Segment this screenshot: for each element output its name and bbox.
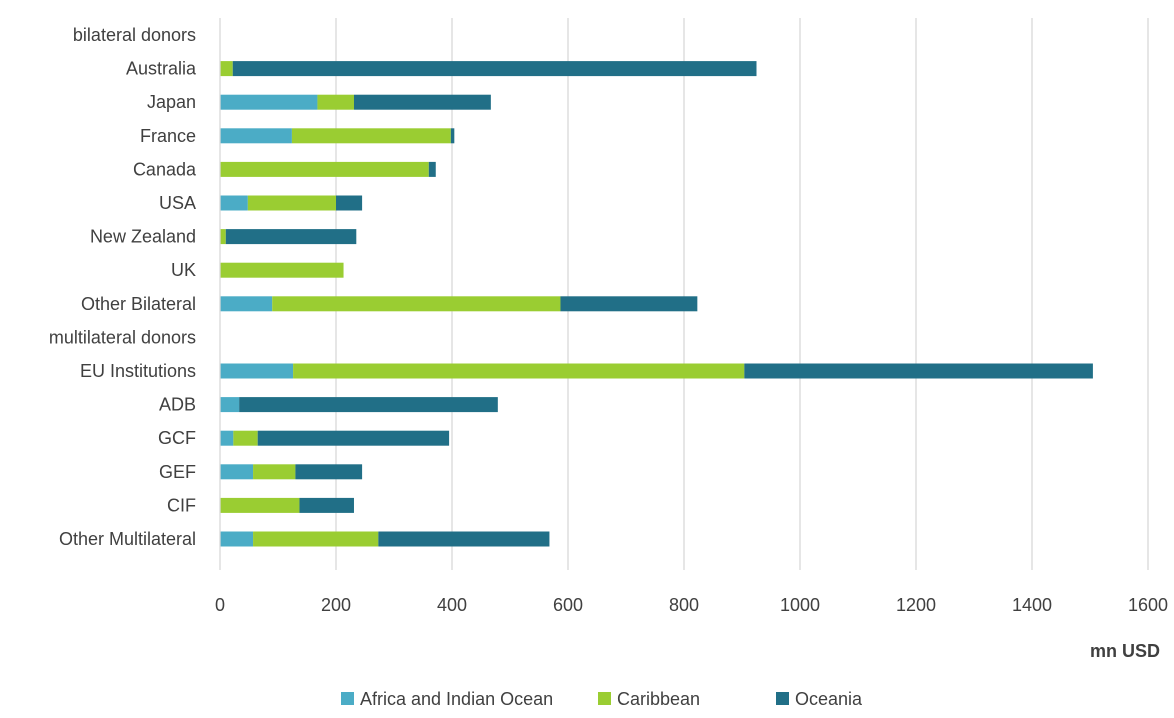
bar-gef-oceania xyxy=(295,464,363,480)
x-tick-label-1600: 1600 xyxy=(1128,595,1168,615)
bar-france-oceania xyxy=(450,128,455,144)
tick-labels: 0 200 400 600 800 1000 1200 1400 1600 xyxy=(215,595,1168,615)
category-label-multilateral-donors: multilateral donors xyxy=(49,327,196,347)
category-label-other-bilateral: Other Bilateral xyxy=(81,294,196,314)
bar-canada-caribbean xyxy=(220,161,429,177)
bar-uk-caribbean xyxy=(220,262,344,278)
category-label-other-multilateral: Other Multilateral xyxy=(59,529,196,549)
category-label-gcf: GCF xyxy=(158,428,196,448)
bar-cif-caribbean xyxy=(220,497,300,513)
category-label-australia: Australia xyxy=(126,59,197,79)
bar-other-bilateral-oceania xyxy=(560,296,698,312)
category-label-japan: Japan xyxy=(147,92,196,112)
gridlines xyxy=(335,18,1149,570)
bar-gef-caribbean xyxy=(253,464,296,480)
category-label-eu-institutions: EU Institutions xyxy=(80,361,196,381)
x-tick-label-0: 0 xyxy=(215,595,225,615)
legend-swatch-oceania xyxy=(776,692,789,705)
bar-eu-institutions-oceania xyxy=(744,363,1093,379)
bar-usa-caribbean xyxy=(247,195,336,211)
x-tick-label-1200: 1200 xyxy=(896,595,936,615)
bar-usa-africa-and-indian-ocean xyxy=(220,195,248,211)
legend-label-africa-and-indian-ocean: Africa and Indian Ocean xyxy=(360,689,553,709)
legend-label-caribbean: Caribbean xyxy=(617,689,700,709)
bar-gcf-caribbean xyxy=(233,430,258,446)
bar-gcf-oceania xyxy=(257,430,450,446)
bar-adb-africa-and-indian-ocean xyxy=(220,397,240,413)
bar-eu-institutions-africa-and-indian-ocean xyxy=(220,363,294,379)
legend-swatch-africa-and-indian-ocean xyxy=(341,692,354,705)
bar-japan-caribbean xyxy=(317,94,354,110)
category-label-new-zealand: New Zealand xyxy=(90,227,196,247)
category-label-gef: GEF xyxy=(159,462,196,482)
bar-new-zealand-caribbean xyxy=(220,229,226,245)
x-tick-label-200: 200 xyxy=(321,595,351,615)
category-label-bilateral-donors: bilateral donors xyxy=(73,25,196,45)
x-tick-label-1000: 1000 xyxy=(780,595,820,615)
bar-japan-oceania xyxy=(353,94,491,110)
bar-gcf-africa-and-indian-ocean xyxy=(220,430,234,446)
bar-japan-africa-and-indian-ocean xyxy=(220,94,318,110)
bar-france-africa-and-indian-ocean xyxy=(220,128,292,144)
bar-other-multilateral-caribbean xyxy=(253,531,379,547)
category-labels: bilateral donors Australia Japan France Cana… xyxy=(49,25,197,549)
category-label-usa: USA xyxy=(159,193,196,213)
x-axis-unit-label: mn USD xyxy=(1090,641,1160,661)
bar-australia-oceania xyxy=(232,61,757,77)
category-label-canada: Canada xyxy=(133,159,197,179)
category-label-france: France xyxy=(140,126,196,146)
bar-cif-oceania xyxy=(299,497,354,513)
bar-gef-africa-and-indian-ocean xyxy=(220,464,254,480)
bar-usa-oceania xyxy=(336,195,363,211)
bar-other-multilateral-oceania xyxy=(378,531,550,547)
legend: Africa and Indian Ocean Caribbean Oceania xyxy=(341,689,863,709)
bar-other-bilateral-caribbean xyxy=(272,296,561,312)
bars xyxy=(220,61,1093,547)
category-label-adb: ADB xyxy=(159,395,196,415)
bar-australia-caribbean xyxy=(220,61,233,77)
bar-other-bilateral-africa-and-indian-ocean xyxy=(220,296,273,312)
bar-other-multilateral-africa-and-indian-ocean xyxy=(220,531,254,547)
x-tick-label-1400: 1400 xyxy=(1012,595,1052,615)
x-tick-label-400: 400 xyxy=(437,595,467,615)
legend-swatch-caribbean xyxy=(598,692,611,705)
bar-canada-oceania xyxy=(428,161,436,177)
bar-new-zealand-oceania xyxy=(225,229,357,245)
category-label-uk: UK xyxy=(171,260,196,280)
legend-label-oceania: Oceania xyxy=(795,689,863,709)
bar-adb-oceania xyxy=(239,397,498,413)
x-tick-label-800: 800 xyxy=(669,595,699,615)
bar-eu-institutions-caribbean xyxy=(293,363,745,379)
x-tick-label-600: 600 xyxy=(553,595,583,615)
bar-france-caribbean xyxy=(291,128,451,144)
category-label-cif: CIF xyxy=(167,495,196,515)
